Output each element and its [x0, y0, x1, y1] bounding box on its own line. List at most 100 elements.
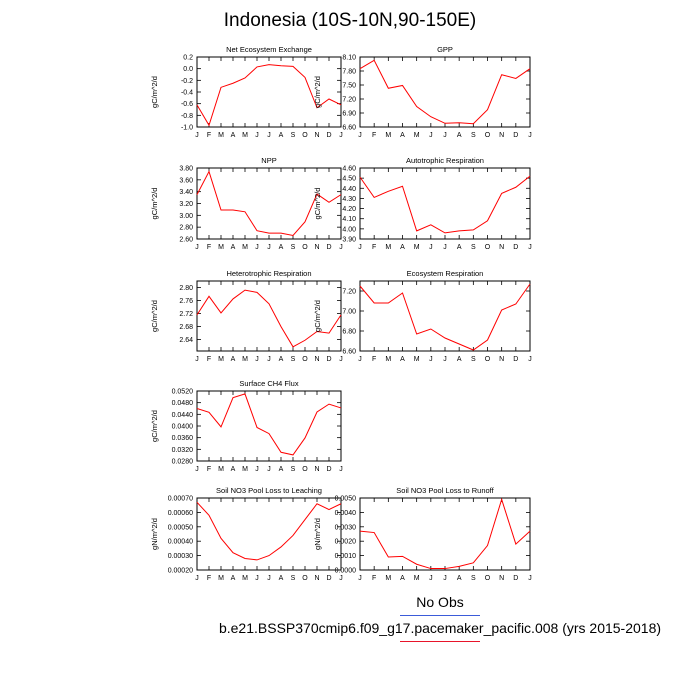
y-tick-label: 0.0480 — [172, 400, 194, 407]
y-tick-label: 6.60 — [342, 349, 356, 356]
y-tick-label: 2.68 — [179, 324, 193, 331]
legend-model-line — [400, 641, 480, 642]
x-tick-label: J — [339, 575, 343, 582]
x-tick-label: J — [267, 466, 271, 473]
x-tick-label: A — [279, 132, 284, 139]
y-axis-label: gC/m^2/d — [150, 410, 159, 442]
x-tick-label: J — [443, 132, 447, 139]
y-tick-label: 8.10 — [342, 55, 356, 62]
x-tick-label: O — [302, 244, 308, 251]
y-tick-label: 4.20 — [342, 206, 356, 213]
y-tick-label: -0.2 — [181, 78, 193, 85]
y-tick-label: 7.80 — [342, 69, 356, 76]
x-tick-label: F — [207, 575, 211, 582]
x-tick-label: A — [231, 132, 236, 139]
y-tick-label: 0.00070 — [168, 496, 193, 503]
x-tick-label: M — [414, 132, 420, 139]
y-tick-label: 0.0040 — [335, 510, 357, 517]
y-tick-label: 2.76 — [179, 298, 193, 305]
series-line — [196, 501, 342, 561]
series-line — [359, 59, 531, 125]
y-axis-label: gN/m^2/d — [313, 518, 322, 550]
x-tick-label: A — [279, 356, 284, 363]
x-tick-label: D — [326, 356, 331, 363]
x-tick-label: N — [314, 132, 319, 139]
y-tick-label: 0.0520 — [172, 389, 194, 396]
x-tick-label: O — [302, 575, 308, 582]
x-tick-label: M — [242, 132, 248, 139]
x-tick-label: J — [339, 356, 343, 363]
x-tick-label: N — [314, 244, 319, 251]
x-tick-label: J — [195, 466, 199, 473]
x-tick-label: D — [513, 244, 518, 251]
series-line — [196, 393, 342, 456]
x-tick-label: J — [267, 132, 271, 139]
y-tick-label: 3.90 — [342, 237, 356, 244]
x-tick-label: J — [528, 132, 532, 139]
y-tick-label: 3.80 — [179, 166, 193, 173]
x-tick-label: O — [302, 132, 308, 139]
x-tick-label: A — [400, 244, 405, 251]
x-tick-label: A — [279, 466, 284, 473]
y-tick-label: 0.0000 — [335, 568, 357, 575]
x-tick-label: M — [414, 356, 420, 363]
x-tick-label: J — [528, 575, 532, 582]
x-tick-label: J — [429, 244, 433, 251]
x-tick-label: J — [358, 575, 362, 582]
x-tick-label: F — [372, 356, 376, 363]
x-tick-label: A — [231, 575, 236, 582]
x-tick-label: J — [339, 466, 343, 473]
x-tick-label: F — [207, 132, 211, 139]
x-tick-label: A — [231, 466, 236, 473]
y-tick-label: 0.0400 — [172, 424, 194, 431]
x-tick-label: A — [279, 575, 284, 582]
x-tick-label: A — [400, 356, 405, 363]
x-tick-label: J — [339, 132, 343, 139]
x-tick-label: A — [279, 244, 284, 251]
x-tick-label: A — [457, 575, 462, 582]
chart-title: Ecosystem Respiration — [407, 269, 484, 278]
x-tick-label: J — [429, 575, 433, 582]
y-tick-label: 4.50 — [342, 176, 356, 183]
x-tick-label: N — [499, 356, 504, 363]
x-tick-label: N — [314, 575, 319, 582]
x-tick-label: D — [326, 575, 331, 582]
x-tick-label: F — [372, 244, 376, 251]
x-tick-label: J — [429, 132, 433, 139]
chart-panel: Heterotrophic Respiration gC/m^2/d 2.80 2.7… — [150, 269, 343, 363]
y-tick-label: 3.40 — [179, 189, 193, 196]
y-tick-label: 7.20 — [342, 97, 356, 104]
x-tick-label: J — [195, 132, 199, 139]
x-tick-label: M — [218, 356, 224, 363]
y-tick-label: 4.40 — [342, 186, 356, 193]
x-tick-label: F — [207, 356, 211, 363]
chart-title: Heterotrophic Respiration — [226, 269, 311, 278]
y-tick-label: 6.90 — [342, 111, 356, 118]
y-axis-label: gC/m^2/d — [313, 188, 322, 220]
x-tick-label: S — [291, 466, 296, 473]
chart-title: Soil NO3 Pool Loss to Runoff — [396, 486, 494, 495]
chart-title: Autotrophic Respiration — [406, 156, 484, 165]
x-tick-label: O — [485, 575, 491, 582]
x-tick-label: N — [499, 132, 504, 139]
plot-frame — [359, 280, 531, 352]
chart-panel: Soil NO3 Pool Loss to Runoff gN/m^2/d 0.00… — [313, 486, 532, 582]
series-line — [359, 497, 531, 570]
x-tick-label: M — [242, 356, 248, 363]
y-tick-label: 2.60 — [179, 237, 193, 244]
y-axis-label: gC/m^2/d — [313, 300, 322, 332]
x-tick-label: M — [385, 575, 391, 582]
x-tick-label: J — [358, 132, 362, 139]
x-tick-label: J — [429, 356, 433, 363]
chart-title: Surface CH4 Flux — [239, 379, 298, 388]
y-tick-label: 0.2 — [183, 55, 193, 62]
x-tick-label: N — [314, 356, 319, 363]
y-tick-label: 0.00060 — [168, 510, 193, 517]
y-tick-label: 2.72 — [179, 311, 193, 318]
x-tick-label: M — [218, 575, 224, 582]
x-tick-label: N — [314, 466, 319, 473]
y-tick-label: -0.8 — [181, 113, 193, 120]
x-tick-label: S — [291, 575, 296, 582]
chart-panel: Net Ecosystem Exchange gC/m^2/d 0.2 0.0 -0.2… — [150, 45, 343, 139]
chart-panel: NPPgC/m^2/d3.803.603.403.203.002.802.60J… — [150, 156, 343, 251]
